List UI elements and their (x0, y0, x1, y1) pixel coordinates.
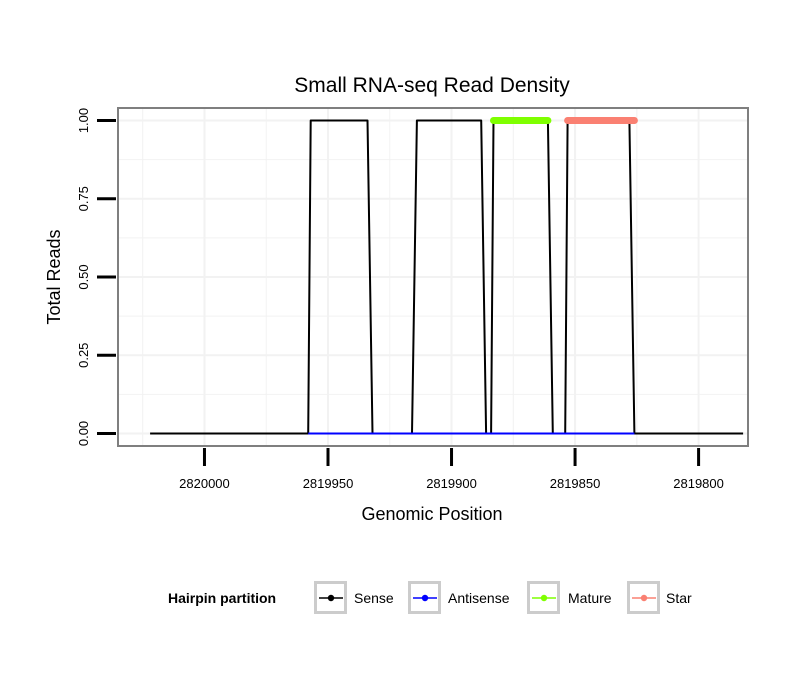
y-tick-label: 0.00 (76, 421, 91, 446)
legend-label-mature: Mature (568, 590, 612, 606)
x-tick-label: 2819900 (426, 476, 477, 491)
chart-title: Small RNA-seq Read Density (294, 74, 570, 97)
legend-label-antisense: Antisense (448, 590, 510, 606)
x-tick-label: 2820000 (179, 476, 230, 491)
y-tick-label: 0.25 (76, 343, 91, 368)
legend-item-mature: Mature (527, 581, 612, 614)
x-axis-title: Genomic Position (361, 504, 502, 524)
legend-key-point (640, 594, 648, 602)
y-axis-title: Total Reads (44, 229, 64, 324)
y-tick-label: 0.50 (76, 264, 91, 289)
x-tick-label: 2819950 (303, 476, 354, 491)
y-axis: 0.00 0.25 0.50 0.75 1.00 (76, 108, 116, 446)
legend-label-star: Star (666, 590, 692, 606)
legend-item-sense: Sense (314, 581, 394, 614)
legend-label-sense: Sense (354, 590, 394, 606)
x-axis: 2820000 2819950 2819900 2819850 2819800 (179, 448, 724, 491)
series-layer (150, 117, 744, 435)
y-tick-label: 1.00 (76, 108, 91, 133)
plot-border (117, 107, 749, 447)
x-tick-label: 2819850 (550, 476, 601, 491)
legend: Hairpin partition Sense Antisense Mature St… (168, 581, 692, 614)
legend-item-antisense: Antisense (408, 581, 510, 614)
legend-items: Sense Antisense Mature Star (314, 581, 692, 614)
legend-key-point (327, 594, 335, 602)
y-tick-label: 0.75 (76, 186, 91, 211)
legend-title: Hairpin partition (168, 590, 276, 606)
legend-item-star: Star (627, 581, 692, 614)
x-tick-label: 2819800 (673, 476, 724, 491)
legend-key-point (421, 594, 429, 602)
legend-key-point (540, 594, 548, 602)
